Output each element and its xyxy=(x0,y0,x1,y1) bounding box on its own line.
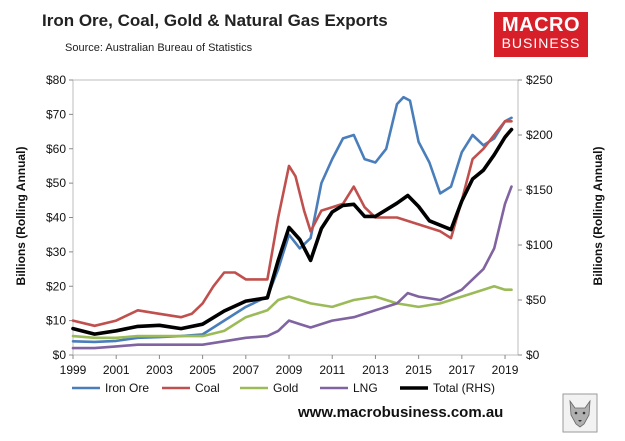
wolf-logo-icon xyxy=(562,393,598,433)
chart-title: Iron Ore, Coal, Gold & Natural Gas Expor… xyxy=(42,11,388,30)
x-tick-label: 2009 xyxy=(276,363,303,377)
x-tick-label: 2003 xyxy=(146,363,173,377)
series-line-coal xyxy=(71,120,513,328)
x-tick-label: 2019 xyxy=(492,363,519,377)
y-tick-label-left: $70 xyxy=(46,107,66,121)
y-tick-label-right: $250 xyxy=(526,73,553,87)
y-tick-label-right: $150 xyxy=(526,183,553,197)
plot-area xyxy=(72,79,519,356)
legend-label: Coal xyxy=(195,381,220,395)
x-tick-label: 2013 xyxy=(362,363,389,377)
y-tick-label-right: $100 xyxy=(526,238,553,252)
y-tick-label-left: $0 xyxy=(53,348,67,362)
legend-label: Iron Ore xyxy=(105,381,149,395)
y-axis-right: $0 $50 $100 $150 $200 $250 xyxy=(518,73,553,362)
y-tick-label-left: $60 xyxy=(46,142,66,156)
legend-label: Gold xyxy=(273,381,298,395)
website-url: www.macrobusiness.com.au xyxy=(298,404,504,421)
y-axis-left: $0 $10 $20 $30 $40 $50 $60 $70 $80 xyxy=(46,73,73,362)
y-tick-label-left: $10 xyxy=(46,314,66,328)
chart-subtitle: Source: Australian Bureau of Statistics xyxy=(65,42,253,54)
legend: Iron Ore Coal Gold LNG Total (RHS) xyxy=(72,381,495,395)
series-line-lng xyxy=(71,185,513,350)
y-tick-label-left: $50 xyxy=(46,176,66,190)
series-line-total-rhs xyxy=(71,127,514,336)
y-axis-left-label: Billions (Rolling Annual) xyxy=(14,147,28,286)
logo-line-1: MACRO xyxy=(501,14,581,36)
y-tick-label-right: $200 xyxy=(526,128,553,142)
x-tick-label: 2007 xyxy=(232,363,259,377)
series-layer xyxy=(71,95,514,350)
y-tick-label-right: $0 xyxy=(526,348,540,362)
series-line-gold xyxy=(71,285,513,340)
y-tick-label-left: $40 xyxy=(46,211,66,225)
x-tick-label: 2017 xyxy=(448,363,475,377)
y-tick-label-left: $80 xyxy=(46,73,66,87)
x-tick-label: 1999 xyxy=(60,363,87,377)
x-axis: 1999 2001 2003 2005 2007 2009 2011 2013 2015 2017… xyxy=(60,355,519,377)
macrobusiness-logo: MACRO BUSINESS xyxy=(494,12,588,57)
y-axis-right-label: Billions (Rolling Annual) xyxy=(591,147,605,286)
series-line-iron-ore xyxy=(71,95,513,344)
x-tick-label: 2011 xyxy=(319,363,345,377)
y-tick-label-left: $30 xyxy=(46,245,66,259)
x-tick-label: 2005 xyxy=(189,363,216,377)
logo-line-2: BUSINESS xyxy=(501,35,581,51)
y-tick-label-left: $20 xyxy=(46,279,66,293)
x-tick-label: 2015 xyxy=(405,363,432,377)
x-tick-label: 2001 xyxy=(103,363,130,377)
y-tick-label-right: $50 xyxy=(526,293,546,307)
legend-label: LNG xyxy=(353,381,378,395)
legend-label: Total (RHS) xyxy=(433,381,495,395)
